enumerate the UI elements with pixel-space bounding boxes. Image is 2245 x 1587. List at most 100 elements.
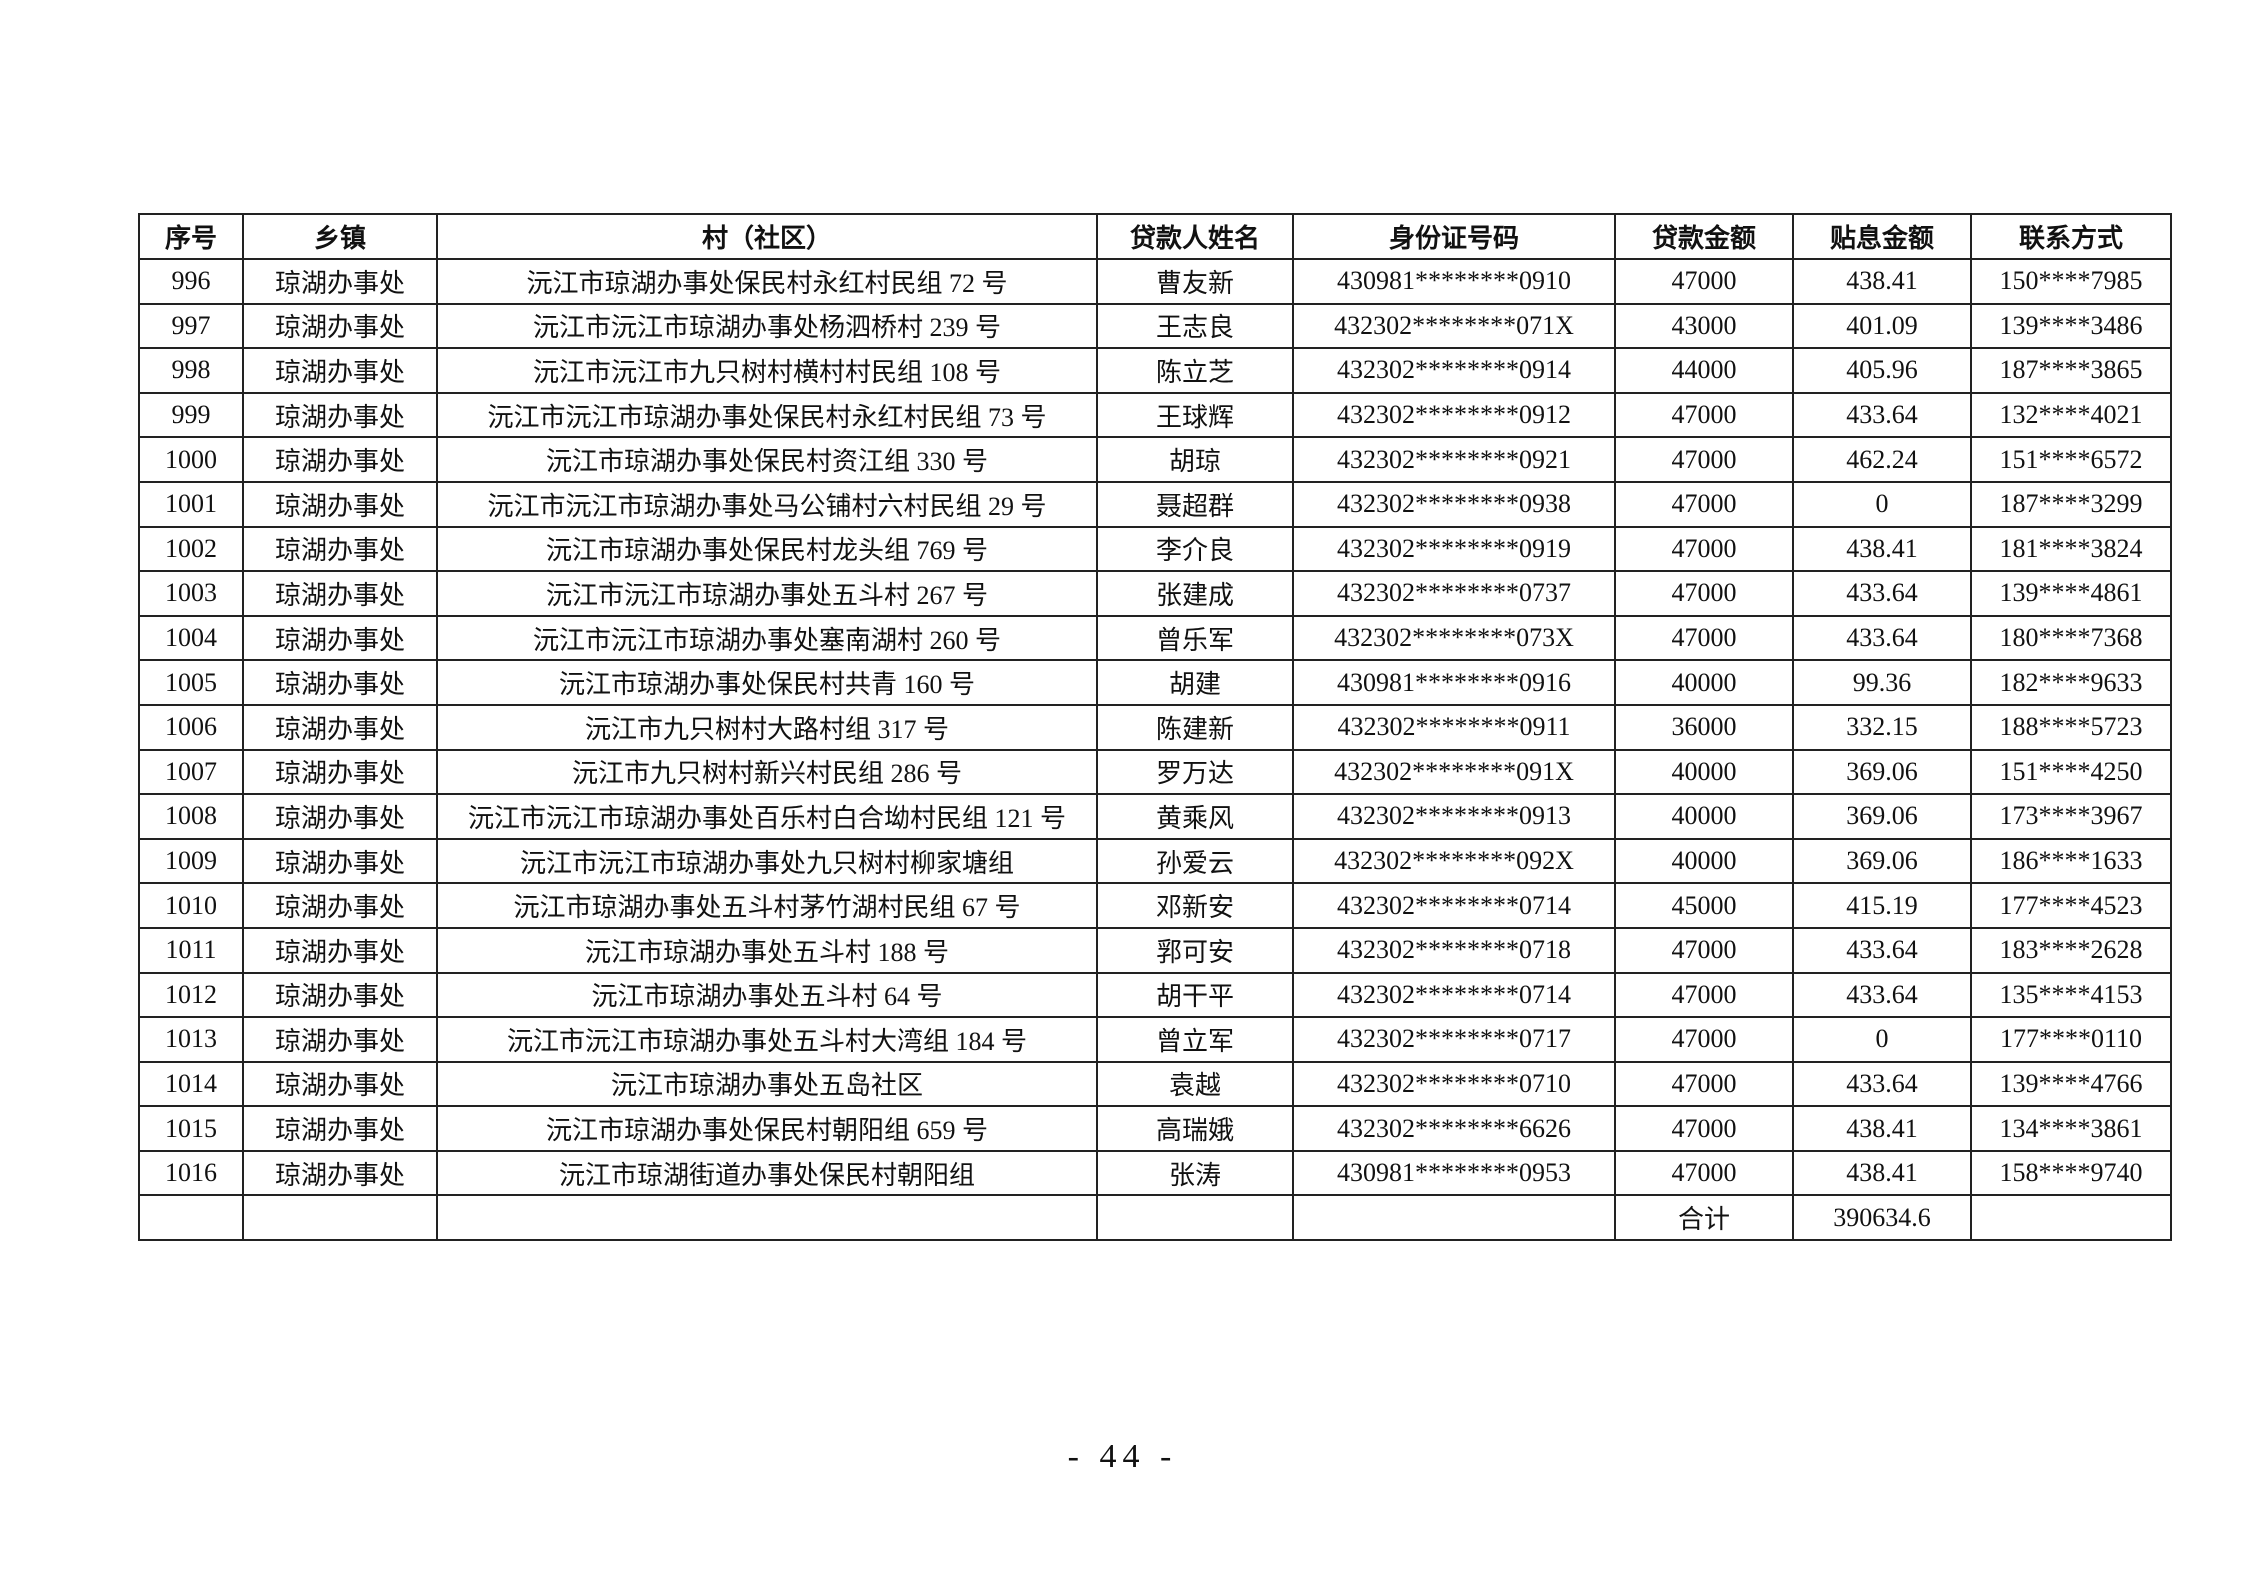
cell-subsidy-amount: 332.15: [1792, 703, 1972, 751]
cell-borrower-name: 聂超群: [1096, 480, 1294, 528]
table-row: 1009 琼湖办事处 沅江市沅江市琼湖办事处九只树村柳家塘组 孙爱云 432302***…: [138, 837, 2172, 885]
cell-village: 沅江市琼湖办事处五岛社区: [436, 1060, 1098, 1108]
cell-village: 沅江市琼湖办事处五斗村 188 号: [436, 926, 1098, 974]
cell-village: 沅江市琼湖街道办事处保民村朝阳组: [436, 1149, 1098, 1197]
cell-serial: 1011: [138, 926, 244, 974]
cell-serial: 1005: [138, 659, 244, 706]
cell-borrower-name: 李介良: [1096, 525, 1294, 573]
cell-village: 沅江市沅江市琼湖办事处五斗村 267 号: [436, 570, 1098, 617]
cell-contact: 158****9740: [1970, 1149, 2172, 1197]
cell-subsidy-amount: 438.41: [1792, 1149, 1972, 1197]
cell-loan-amount: 47000: [1614, 614, 1794, 662]
table-row: 1005 琼湖办事处 沅江市琼湖办事处保民村共青 160 号胡建 430981****…: [138, 659, 2172, 706]
cell-borrower-name: 郛可安: [1096, 926, 1294, 974]
cell-id-number: 432302********0913: [1292, 793, 1616, 840]
cell-id-number: 432302********6626: [1292, 1105, 1616, 1152]
cell-id-number: 432302********0938: [1292, 480, 1616, 528]
cell-borrower-name: 孙爱云: [1096, 837, 1294, 885]
cell-borrower-name: 张涛: [1096, 1149, 1294, 1197]
cell-township: 琼湖办事处: [242, 391, 438, 439]
cell-borrower-name: 胡琼: [1096, 436, 1294, 483]
cell-contact: 177****0110: [1970, 1016, 2172, 1063]
cell-township: 琼湖办事处: [242, 793, 438, 840]
cell-contact: 151****6572: [1970, 436, 2172, 483]
cell-serial: 1006: [138, 703, 244, 751]
cell-borrower-name: 曹友新: [1096, 258, 1294, 305]
cell-village: 沅江市琼湖办事处保民村共青 160 号: [436, 659, 1098, 706]
cell-id-number: 432302********0921: [1292, 436, 1616, 483]
cell-borrower-name: 胡干平: [1096, 971, 1294, 1019]
cell-id-number: 432302********092X: [1292, 837, 1616, 885]
cell-township: 琼湖办事处: [242, 570, 438, 617]
cell-id-number: 432302********0710: [1292, 1060, 1616, 1108]
cell-contact: 151****4250: [1970, 748, 2172, 796]
cell-contact: 139****4766: [1970, 1060, 2172, 1108]
cell-contact: 173****3967: [1970, 793, 2172, 840]
cell-borrower-name: 袁越: [1096, 1060, 1294, 1108]
cell-subsidy-amount: 433.64: [1792, 1060, 1972, 1108]
cell-subsidy-amount: 433.64: [1792, 391, 1972, 439]
cell-subsidy-amount: 462.24: [1792, 436, 1972, 483]
cell-borrower-name: 胡建: [1096, 659, 1294, 706]
cell-serial: 1009: [138, 837, 244, 885]
table-row: 1015 琼湖办事处 沅江市琼湖办事处保民村朝阳组 659 号高瑞娥 432302**…: [138, 1105, 2172, 1152]
cell-subsidy-amount: 438.41: [1792, 1105, 1972, 1152]
cell-contact: 182****9633: [1970, 659, 2172, 706]
cell-serial: 999: [138, 391, 244, 439]
cell-borrower-name: 陈建新: [1096, 703, 1294, 751]
cell-borrower-name: 曾立军: [1096, 1016, 1294, 1063]
cell-id-number: 432302********0714: [1292, 882, 1616, 929]
cell-loan-amount: 40000: [1614, 793, 1794, 840]
cell-township: 琼湖办事处: [242, 882, 438, 929]
cell-borrower-name: 高瑞娥: [1096, 1105, 1294, 1152]
cell-loan-amount: 40000: [1614, 837, 1794, 885]
table-row: 1000 琼湖办事处 沅江市琼湖办事处保民村资江组 330 号胡琼 432302***…: [138, 436, 2172, 483]
cell-serial: 1015: [138, 1105, 244, 1152]
cell-borrower-name: 陈立芝: [1096, 347, 1294, 394]
cell-township: 琼湖办事处: [242, 614, 438, 662]
cell-borrower-name: 张建成: [1096, 570, 1294, 617]
cell-township: 琼湖办事处: [242, 525, 438, 573]
cell-id-number: 432302********0919: [1292, 525, 1616, 573]
table-row: 1004 琼湖办事处 沅江市沅江市琼湖办事处塞南湖村 260 号曾乐军 432302*…: [138, 614, 2172, 662]
header-contact: 联系方式: [1970, 213, 2172, 260]
cell-village: 沅江市琼湖办事处保民村龙头组 769 号: [436, 525, 1098, 573]
cell-township: 琼湖办事处: [242, 748, 438, 796]
cell-id-number: 430981********0910: [1292, 258, 1616, 305]
cell-township: 琼湖办事处: [242, 926, 438, 974]
table-row: 1001 琼湖办事处 沅江市沅江市琼湖办事处马公铺村六村民组 29 号聂超群 4323…: [138, 480, 2172, 528]
empty-cell: [436, 1194, 1098, 1242]
table-row: 1014 琼湖办事处 沅江市琼湖办事处五岛社区 袁越 432302********071…: [138, 1060, 2172, 1108]
header-id-number: 身份证号码: [1292, 213, 1616, 260]
cell-id-number: 432302********0914: [1292, 347, 1616, 394]
cell-serial: 1013: [138, 1016, 244, 1063]
cell-village: 沅江市沅江市琼湖办事处杨泗桥村 239 号: [436, 302, 1098, 350]
cell-township: 琼湖办事处: [242, 302, 438, 350]
cell-contact: 150****7985: [1970, 258, 2172, 305]
cell-loan-amount: 36000: [1614, 703, 1794, 751]
cell-subsidy-amount: 369.06: [1792, 837, 1972, 885]
cell-village: 沅江市沅江市琼湖办事处保民村永红村民组 73 号: [436, 391, 1098, 439]
table-row: 996 琼湖办事处 沅江市琼湖办事处保民村永红村民组 72 号曹友新 430981**…: [138, 258, 2172, 305]
cell-serial: 1002: [138, 525, 244, 573]
cell-subsidy-amount: 405.96: [1792, 347, 1972, 394]
header-borrower-name: 贷款人姓名: [1096, 213, 1294, 260]
cell-village: 沅江市沅江市琼湖办事处马公铺村六村民组 29 号: [436, 480, 1098, 528]
cell-contact: 135****4153: [1970, 971, 2172, 1019]
table-row: 997 琼湖办事处 沅江市沅江市琼湖办事处杨泗桥村 239 号王志良 432302**…: [138, 302, 2172, 350]
cell-contact: 180****7368: [1970, 614, 2172, 662]
cell-id-number: 432302********0912: [1292, 391, 1616, 439]
cell-subsidy-amount: 438.41: [1792, 525, 1972, 573]
cell-serial: 1004: [138, 614, 244, 662]
cell-contact: 186****1633: [1970, 837, 2172, 885]
cell-subsidy-amount: 0: [1792, 1016, 1972, 1063]
cell-loan-amount: 43000: [1614, 302, 1794, 350]
table-row: 998 琼湖办事处 沅江市沅江市九只树村横村村民组 108 号陈立芝 432302**…: [138, 347, 2172, 394]
cell-township: 琼湖办事处: [242, 971, 438, 1019]
cell-subsidy-amount: 415.19: [1792, 882, 1972, 929]
cell-serial: 996: [138, 258, 244, 305]
cell-township: 琼湖办事处: [242, 258, 438, 305]
page-number: - 44 -: [1067, 1438, 1178, 1475]
empty-cell: [1970, 1194, 2172, 1242]
cell-subsidy-amount: 438.41: [1792, 258, 1972, 305]
